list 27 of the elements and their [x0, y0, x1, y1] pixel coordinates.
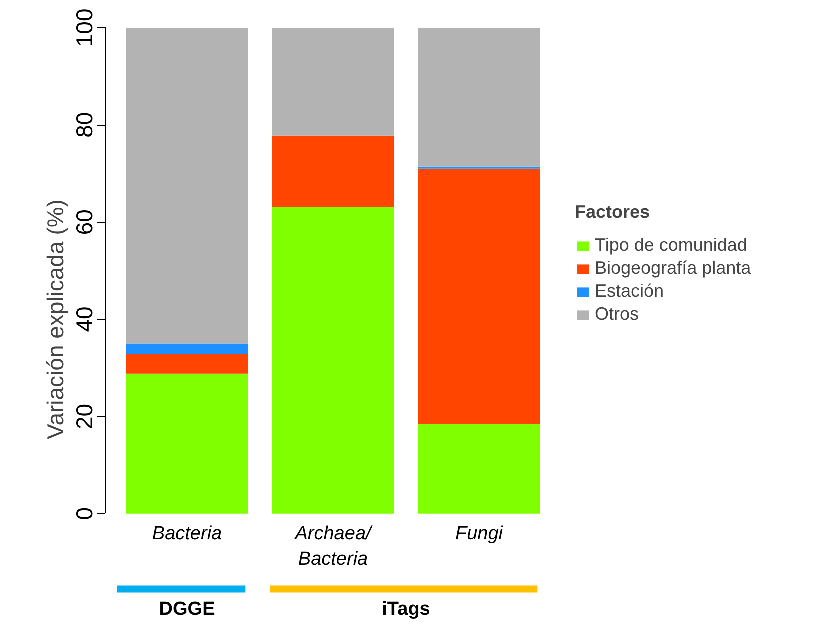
x-tick-label: Archaea/ Bacteria	[294, 524, 374, 570]
bar	[126, 354, 248, 374]
y-tick-label: 20	[72, 404, 98, 430]
bar	[126, 344, 248, 354]
y-tick-label: 60	[72, 210, 98, 236]
bar	[418, 424, 540, 514]
x-tick-label: Bacteria	[152, 524, 222, 545]
bar	[272, 136, 394, 208]
legend-label: Otros	[595, 304, 640, 325]
legend-label: Estación	[595, 281, 664, 302]
bar	[418, 28, 540, 167]
text: iTags	[382, 598, 430, 620]
y-tick-label: 40	[72, 306, 98, 332]
x-tick-label: Fungi	[455, 524, 504, 545]
bar	[126, 28, 248, 344]
bar	[126, 374, 248, 514]
legend-label: Biogeografía planta	[595, 258, 752, 279]
y-axis-title: Variación explicada (%)	[42, 200, 68, 440]
bar	[418, 168, 540, 424]
bar	[272, 207, 394, 514]
legend-label: Tipo de comunidad	[595, 235, 748, 256]
y-tick-label: 100	[72, 8, 98, 48]
legend-title: Factores	[575, 202, 652, 223]
y-tick-label: 0	[72, 507, 98, 520]
text: DGGE	[159, 598, 216, 620]
bar	[272, 28, 394, 136]
y-tick-label: 80	[72, 112, 98, 138]
